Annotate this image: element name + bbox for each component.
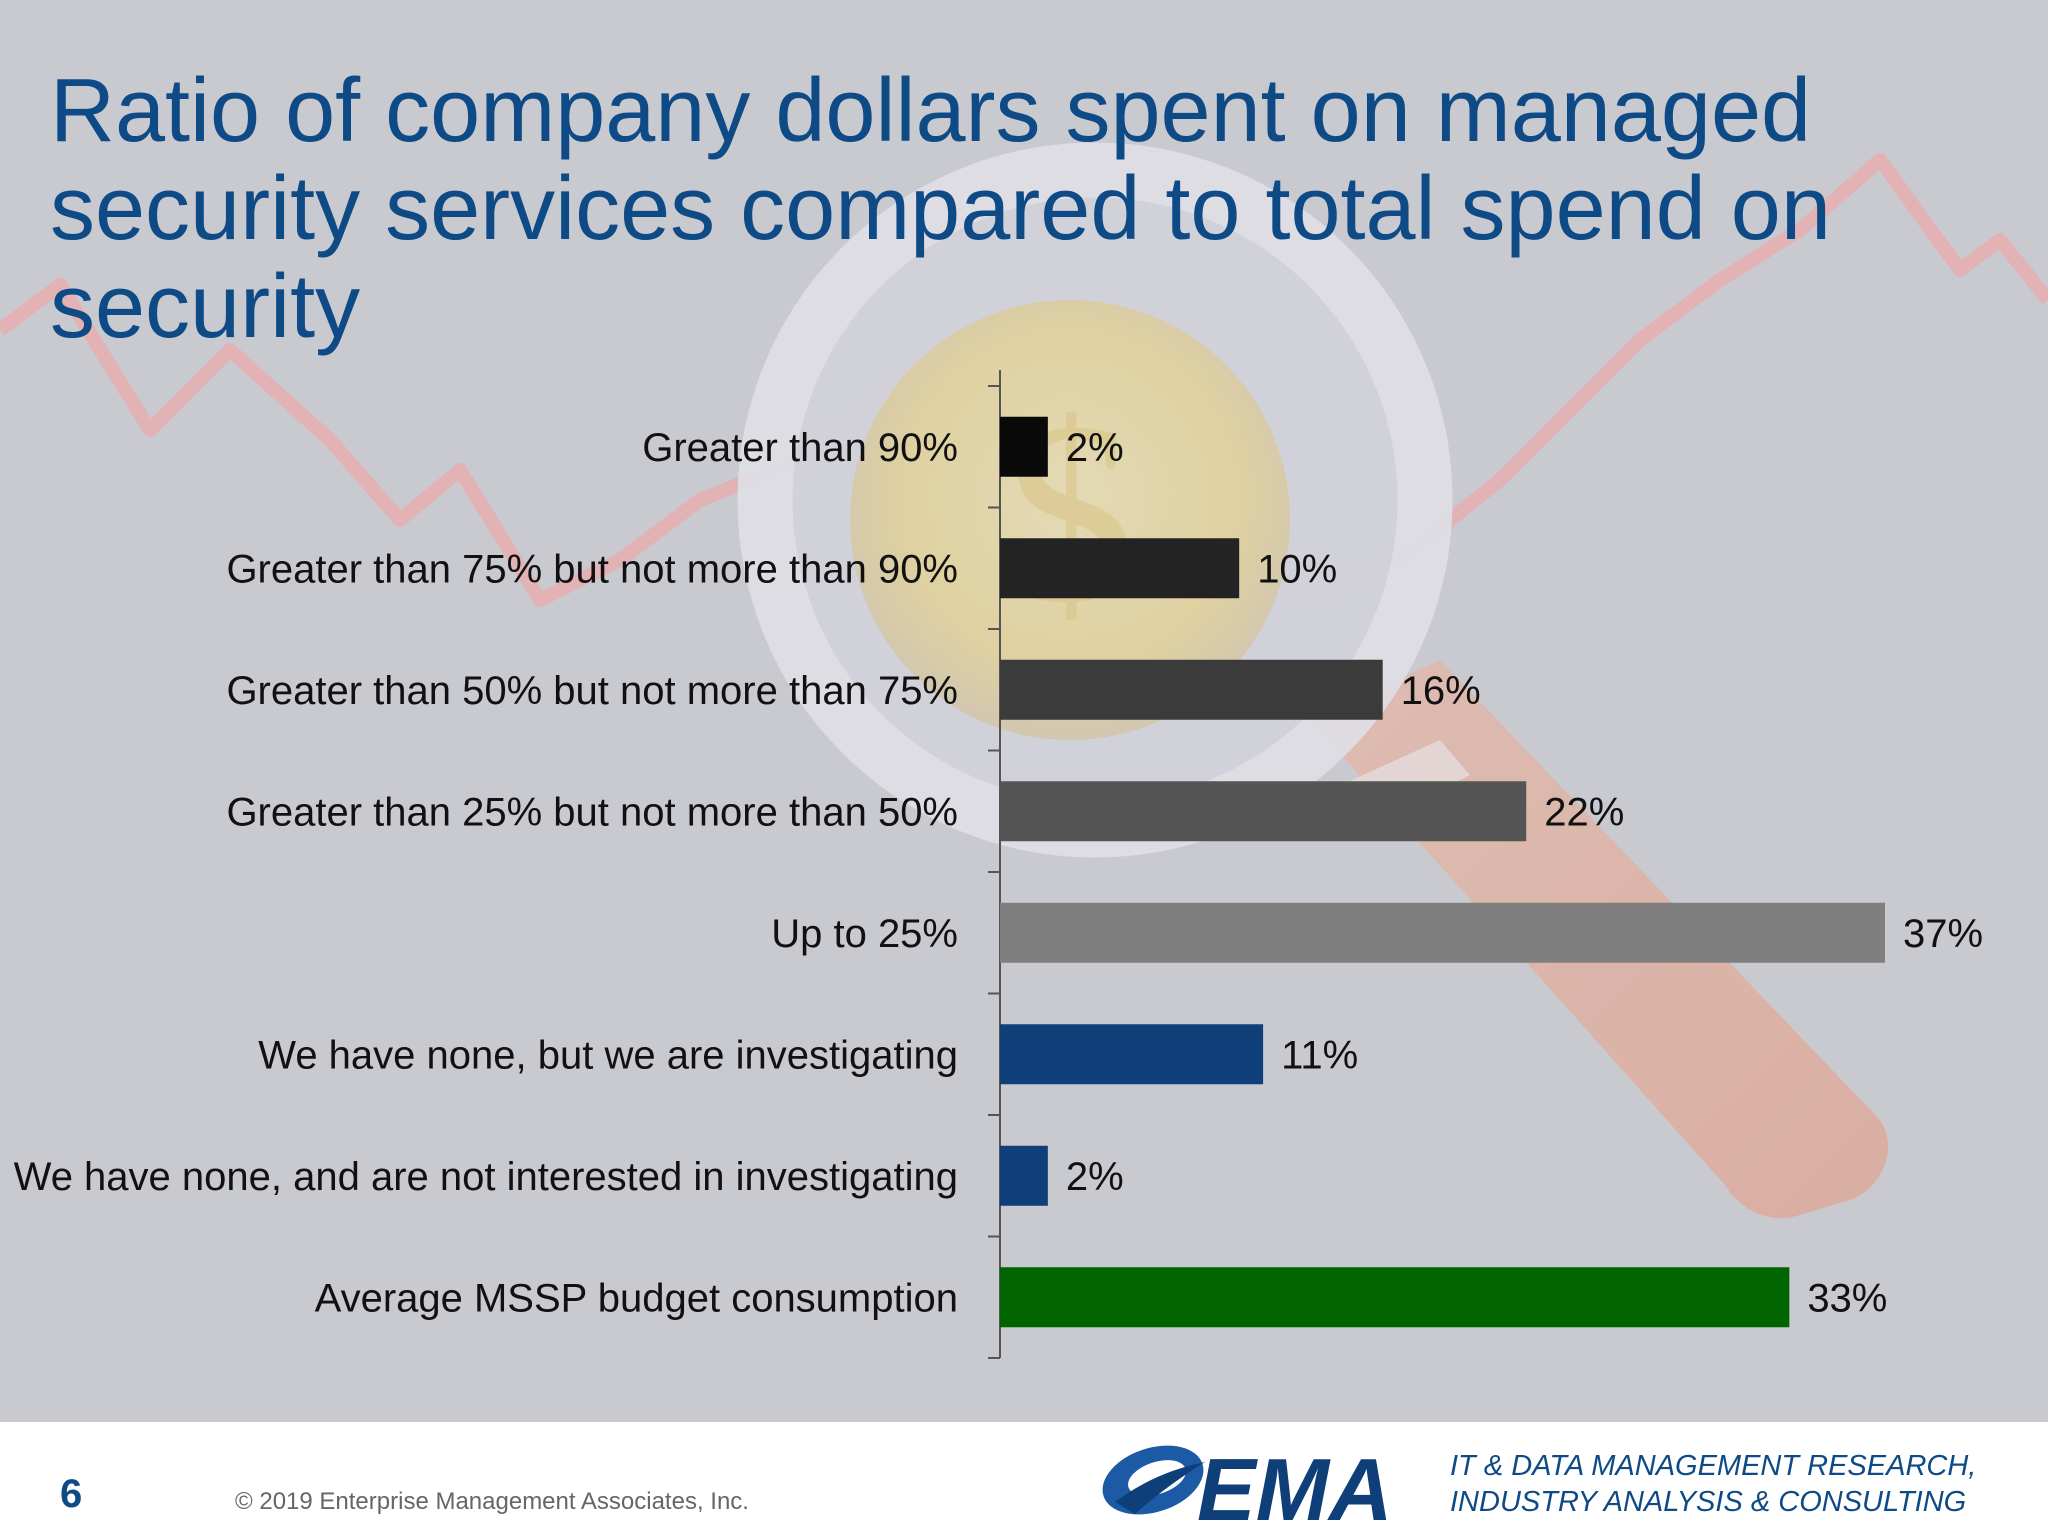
data-label: 16% xyxy=(1401,669,1481,713)
bar xyxy=(1000,1024,1264,1085)
category-label: Greater than 75% but not more than 90% xyxy=(226,547,958,591)
tagline-line-1: IT & DATA MANAGEMENT RESEARCH, xyxy=(1450,1450,1977,1482)
bar xyxy=(1000,1145,1048,1206)
bar xyxy=(1000,902,1885,963)
data-label: 10% xyxy=(1257,547,1337,591)
data-label: 2% xyxy=(1066,426,1124,470)
category-label: Greater than 25% but not more than 50% xyxy=(226,790,958,834)
category-label: Greater than 50% but not more than 75% xyxy=(226,669,958,713)
data-label: 2% xyxy=(1066,1155,1124,1199)
ema-logo-text: EMA xyxy=(1197,1440,1393,1532)
bar xyxy=(1000,538,1240,599)
ema-logo: EMA xyxy=(1102,1440,1393,1532)
copyright-text: © 2019 Enterprise Management Associates,… xyxy=(235,1488,749,1515)
bar xyxy=(1000,781,1527,842)
bar-chart: Greater than 90% 2% Greater than 75% but n… xyxy=(14,370,1983,1359)
bar xyxy=(1000,1267,1790,1328)
category-label: We have none, and are not interested in … xyxy=(14,1155,958,1199)
category-label: Up to 25% xyxy=(771,912,958,956)
data-label: 33% xyxy=(1807,1276,1887,1320)
page-number: 6 xyxy=(60,1472,83,1516)
footer-bar: 6 © 2019 Enterprise Management Associate… xyxy=(0,1422,2048,1536)
category-label: Greater than 90% xyxy=(642,426,958,470)
ema-swoosh-logo-icon xyxy=(1102,1445,1205,1515)
data-label: 37% xyxy=(1903,912,1983,956)
category-label: We have none, but we are investigating xyxy=(258,1033,958,1077)
coin-icon xyxy=(850,300,1290,740)
tagline-line-2: INDUSTRY ANALYSIS & CONSULTING xyxy=(1450,1486,1967,1518)
bar xyxy=(1000,416,1048,477)
data-label: 11% xyxy=(1281,1033,1358,1077)
tagline: IT & DATA MANAGEMENT RESEARCH, INDUSTRY … xyxy=(1450,1448,2010,1520)
page-title: Ratio of company dollars spent on manage… xyxy=(50,61,1831,357)
data-label: 22% xyxy=(1544,790,1624,834)
bar xyxy=(1000,659,1383,720)
category-label: Average MSSP budget consumption xyxy=(315,1276,958,1320)
